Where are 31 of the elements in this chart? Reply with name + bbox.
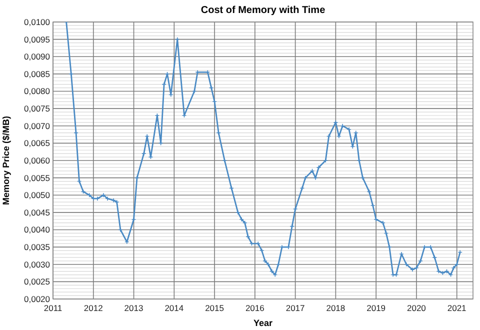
- y-axis-title: Memory Price ($/MB): [1, 116, 11, 206]
- y-tick-label: 0,0025: [24, 276, 50, 287]
- x-tick-label: 2020: [407, 303, 426, 313]
- chart-title: Cost of Memory with Time: [200, 5, 326, 16]
- y-tick-label: 0,0080: [24, 86, 50, 96]
- x-tick-label: 2017: [286, 303, 306, 313]
- x-tick-label: 2012: [84, 303, 104, 313]
- x-tick-label: 2014: [164, 303, 184, 313]
- x-tick-label: 2011: [44, 303, 62, 313]
- y-tick-label: 0,0100: [24, 16, 50, 27]
- y-tick-label: 0,0035: [24, 242, 50, 252]
- x-axis-title: Year: [253, 318, 273, 328]
- x-tick-label: 2019: [366, 303, 386, 313]
- x-tick-label: 2021: [447, 303, 467, 313]
- x-tick-label: 2018: [326, 303, 346, 313]
- y-tick-label: 0,0095: [24, 34, 50, 44]
- y-tick-label: 0,0060: [24, 155, 50, 166]
- y-tick-label: 0,0020: [24, 294, 50, 304]
- y-tick-label: 0,0070: [24, 120, 50, 131]
- x-tick-label: 2013: [124, 303, 144, 313]
- y-tick-label: 0,0030: [24, 259, 50, 270]
- y-tick-label: 0,0090: [24, 52, 50, 62]
- y-tick-label: 0,0045: [24, 207, 50, 218]
- x-tick-label: 2015: [205, 303, 224, 313]
- y-tick-label: 0,0075: [24, 104, 50, 114]
- y-tick-label: 0,0085: [24, 68, 50, 79]
- y-tick-label: 0,0040: [24, 224, 50, 235]
- y-tick-label: 0,0055: [24, 172, 50, 183]
- y-tick-label: 0,0065: [24, 138, 50, 148]
- y-tick-label: 0,0050: [24, 190, 50, 200]
- x-tick-label: 2016: [245, 303, 265, 313]
